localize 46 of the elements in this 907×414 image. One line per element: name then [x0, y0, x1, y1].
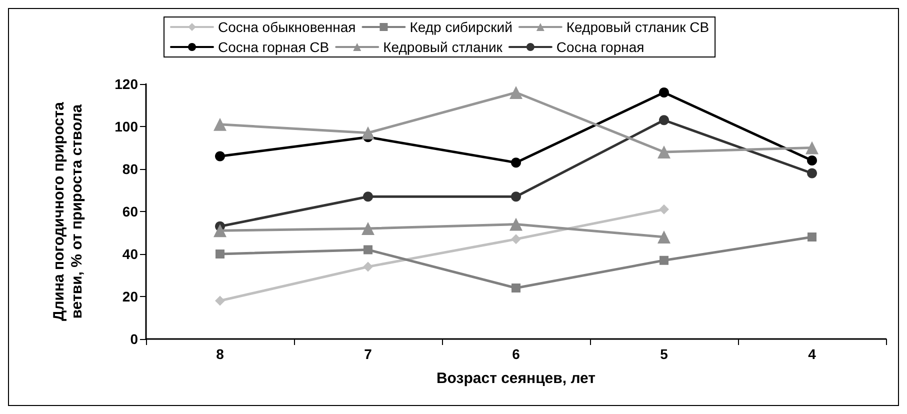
x-tick-label: 5: [660, 346, 668, 362]
point: [215, 296, 225, 306]
point: [216, 250, 224, 258]
point: [659, 88, 669, 98]
x-tick-label: 7: [364, 346, 372, 362]
point: [659, 115, 669, 126]
point: [658, 146, 670, 158]
point: [363, 192, 373, 202]
point: [807, 156, 817, 166]
legend-label: Сосна горная: [556, 39, 644, 55]
point: [807, 168, 817, 178]
y-tick-label: 80: [122, 161, 138, 177]
y-tick-label: 20: [122, 288, 138, 304]
legend-label: Кедровый стланик: [383, 39, 504, 55]
point: [660, 256, 668, 265]
point: [806, 141, 818, 154]
legend-label: Сосна обыкновенная: [218, 19, 356, 35]
y-tick-label: 60: [122, 204, 138, 220]
x-tick-label: 6: [512, 346, 520, 362]
point: [808, 232, 816, 242]
x-tick-label: 8: [216, 346, 224, 362]
legend-label: Кедр сибирский: [410, 19, 512, 35]
point: [214, 224, 226, 238]
y-tick-label: 40: [122, 246, 138, 262]
y-tick-label: 120: [114, 76, 138, 92]
y-tick-label: 100: [114, 118, 138, 134]
point: [512, 284, 520, 292]
point: [510, 218, 522, 231]
y-axis-title: Длина погодичного прироста ветви, % от прироста ствола: [50, 101, 86, 321]
point: [362, 222, 374, 235]
point: [215, 151, 225, 162]
point: [659, 204, 669, 214]
y-tick-label: 0: [130, 331, 138, 347]
point: [214, 118, 226, 131]
point: [364, 245, 372, 254]
point: [363, 262, 373, 272]
point: [658, 230, 670, 244]
point: [511, 234, 521, 244]
point: [510, 86, 522, 99]
legend-label: Кедровый стланик СВ: [566, 19, 710, 35]
legend-label: Сосна горная СВ: [218, 39, 330, 55]
x-tick-label: 4: [808, 346, 816, 362]
point: [511, 158, 521, 168]
point: [511, 192, 521, 202]
x-axis-title: Возраст сеянцев, лет: [436, 370, 596, 387]
point: [362, 126, 374, 140]
